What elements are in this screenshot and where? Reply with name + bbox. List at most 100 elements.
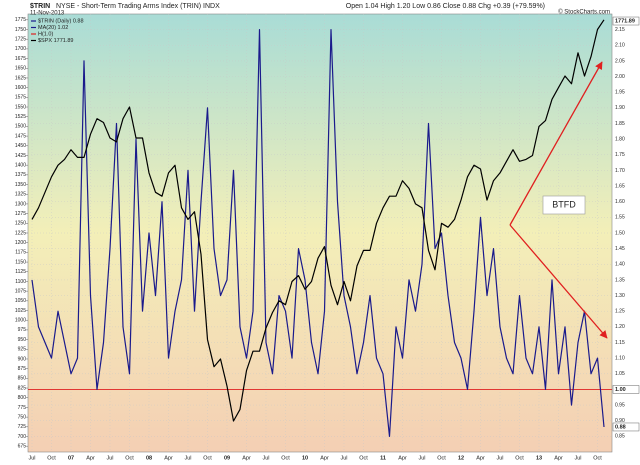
y-tick-label: 1175 [15,250,26,256]
x-tick-label: Jul [262,455,269,461]
y-tick-label: 1675 [15,56,26,62]
x-tick-label: Oct [125,455,134,461]
x-tick-label: Jul [574,455,581,461]
y-tick-label: 1425 [15,153,26,159]
legend-label: MA(20) 1.02 [38,25,68,31]
chart-date: 11-Nov-2013 [30,11,65,17]
x-tick-label: 10 [302,455,308,461]
y-tick-label: 750 [18,414,27,420]
value-tag-label: 0.88 [615,424,626,430]
y-tick-label: 1700 [15,46,26,52]
y-tick-label: 1750 [15,27,26,33]
y-tick-label: 1125 [15,269,26,275]
x-tick-label: Jul [418,455,425,461]
x-tick-label: Apr [554,455,563,461]
value-tag [612,16,640,26]
y-tick-label: 1000 [15,318,26,324]
x-tick-label: Oct [47,455,56,461]
y-tick-label: 700 [18,434,27,440]
y2-tick-label: 1.85 [615,121,625,127]
x-tick-label: 08 [146,455,152,461]
y-tick-label: 950 [18,337,27,343]
x-tick-label: Oct [281,455,290,461]
y-tick-label: 675 [18,444,27,450]
y2-tick-label: 1.35 [615,277,625,283]
chart-subtitle: NYSE - Short-Term Trading Arms Index (TR… [56,3,220,10]
source: © StockCharts.com [558,9,610,16]
y2-tick-label: 1.95 [615,90,625,96]
y-tick-label: 1475 [15,133,26,139]
y-tick-label: 875 [18,366,27,372]
y2-tick-label: 1.15 [615,340,625,346]
x-tick-label: 07 [68,455,74,461]
series-line [31,19,605,422]
series-line [31,29,605,437]
y-tick-label: 1600 [15,85,26,91]
x-tick-label: Oct [437,455,446,461]
y-tick-label: 1450 [15,143,26,149]
y2-tick-label: 1.65 [615,183,625,189]
y-tick-label: 725 [18,424,27,430]
y2-tick-label: 2.00 [615,74,625,80]
y-tick-label: 1550 [15,104,26,110]
x-tick-label: Jul [106,455,113,461]
y2-tick-label: 1.05 [615,371,625,377]
y-tick-label: 775 [18,405,27,411]
x-tick-label: Jul [28,455,35,461]
value-tag [612,422,640,432]
lines [28,19,612,437]
y-tick-label: 850 [18,376,27,382]
y2-tick-label: 1.90 [615,105,625,111]
y-tick-label: 1650 [15,66,26,72]
y-tick-label: 1525 [15,114,26,120]
y2-tick-label: 2.05 [615,58,625,64]
x-tick-label: Apr [320,455,329,461]
y2-tick-label: 1.30 [615,293,625,299]
x-tick-label: Jul [184,455,191,461]
y-tick-label: 1075 [15,288,26,294]
x-tick-label: Oct [593,455,602,461]
y-tick-label: 1025 [15,308,26,314]
chart-title: $TRIN [30,3,50,10]
y-tick-label: 1725 [15,37,26,43]
value-tag-label: 1.00 [615,387,626,393]
y-tick-label: 1625 [15,75,26,81]
x-tick-label: Oct [359,455,368,461]
value-tag [612,385,640,394]
y-tick-label: 1575 [15,95,26,101]
y2-tick-label: 1.75 [615,152,625,158]
y-tick-label: 1775 [15,17,26,23]
y-tick-label: 1300 [15,201,26,207]
x-tick-label: Apr [164,455,173,461]
y2-tick-label: 0.85 [615,434,625,440]
y2-tick-label: 1.45 [615,246,625,252]
y-tick-label: 1400 [15,162,26,168]
y2-tick-label: 0.90 [615,418,625,424]
x-tick-label: Apr [476,455,485,461]
value-tag-label: 1771.89 [615,18,635,24]
x-tick-label: Apr [398,455,407,461]
x-tick-label: Jul [496,455,503,461]
arrow [509,61,603,226]
y2-tick-label: 1.60 [615,199,625,205]
y2-tick-label: 1.80 [615,136,625,142]
y2-tick-label: 1.20 [615,324,625,330]
x-tick-label: Oct [203,455,212,461]
annotation: BTFD [552,199,576,209]
y2-tick-label: 1.25 [615,309,625,315]
legend-label: $TRIN (Daily) 0.88 [38,18,84,24]
y2-tick-label: 1.10 [615,355,625,361]
x-tick-label: 12 [458,455,464,461]
y2-tick-label: 2.15 [615,27,625,33]
y-tick-label: 1275 [15,211,26,217]
y-tick-label: 1200 [15,240,26,246]
y-tick-label: 1350 [15,182,26,188]
legend-label: $SPX 1771.89 [38,38,73,44]
x-tick-label: Apr [86,455,95,461]
x-tick-label: 11 [380,455,386,461]
y-tick-label: 1375 [15,172,26,178]
x-tick-label: 09 [224,455,230,461]
y-tick-label: 1325 [15,192,26,198]
y-tick-label: 1225 [15,230,26,236]
